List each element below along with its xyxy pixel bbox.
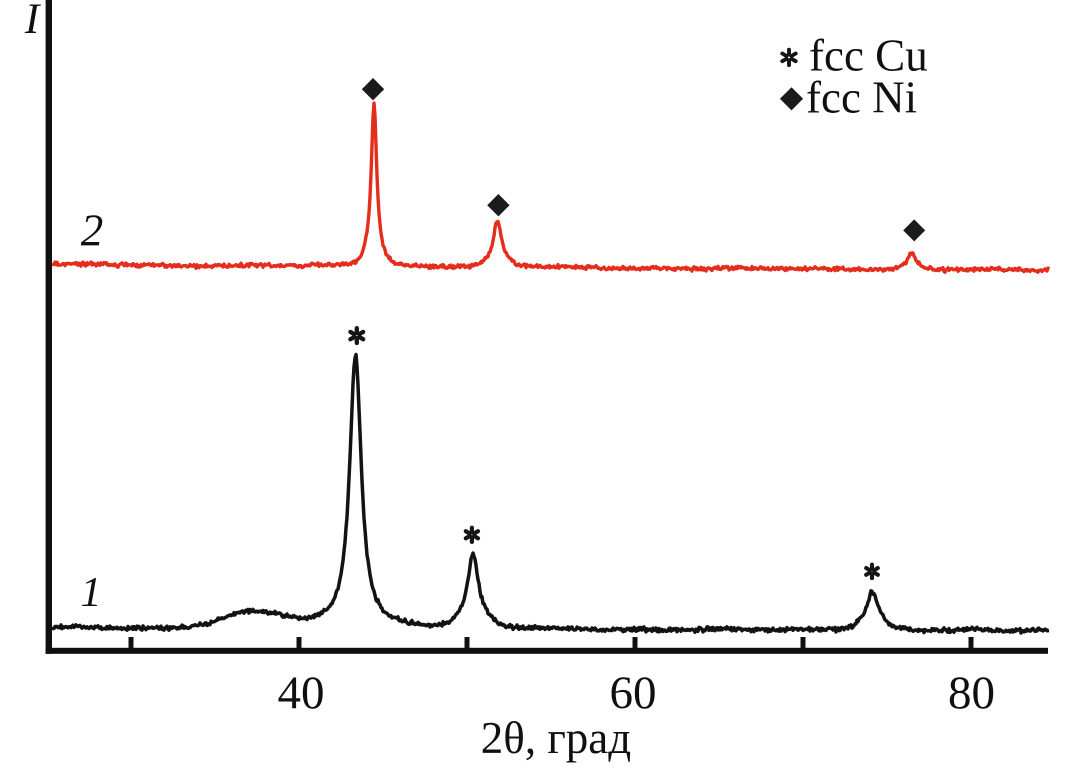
svg-text:1: 1 <box>81 570 102 616</box>
svg-text:80: 80 <box>948 667 995 719</box>
svg-text:I: I <box>24 0 41 43</box>
svg-text:2: 2 <box>81 206 104 256</box>
svg-text:40: 40 <box>278 667 325 719</box>
svg-text:2θ, град: 2θ, град <box>481 713 631 763</box>
svg-text:fcc Cu: fcc Cu <box>809 31 928 81</box>
svg-text:60: 60 <box>610 667 657 719</box>
svg-text:fcc Ni: fcc Ni <box>806 73 917 123</box>
